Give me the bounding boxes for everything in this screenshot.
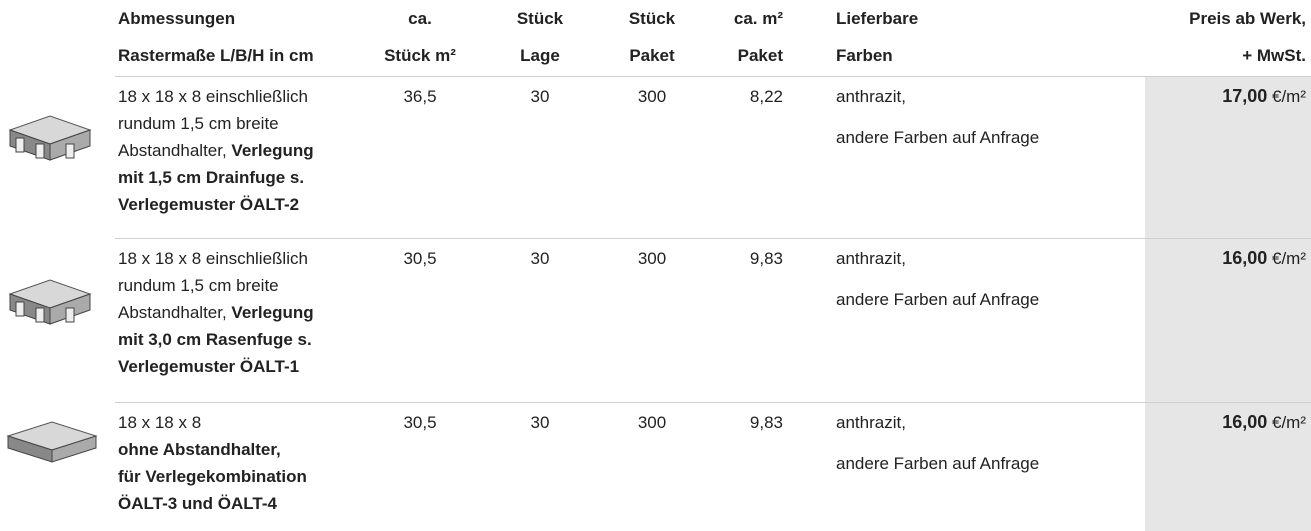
- pieces-per-package: 300: [637, 87, 667, 106]
- price-amount: 16,00: [1222, 248, 1268, 268]
- description-line: ohne Abstandhalter,: [118, 436, 307, 463]
- pieces-per-layer: 30: [530, 249, 550, 268]
- description-line: 18 x 18 x 8 einschließlich: [118, 83, 314, 110]
- description-text: Verlegung: [231, 141, 314, 160]
- colors: anthrazit, andere Farben auf Anfrage: [836, 76, 1039, 158]
- column-header: Stück Paket: [552, 0, 752, 74]
- pieces-per-m2: 36,5: [403, 87, 437, 106]
- header-line: ca.: [408, 9, 432, 28]
- header-line: Farben: [836, 46, 893, 65]
- price-column-bg: [1145, 77, 1311, 531]
- header-line: Preis ab Werk,: [1189, 9, 1306, 28]
- column-header: Stück Lage: [440, 0, 640, 74]
- column-header: ca. m² Paket: [583, 0, 783, 74]
- price: 16,00 €/m²: [1146, 409, 1306, 436]
- description-line: ÖALT-3 und ÖALT-4: [118, 490, 307, 517]
- description: 18 x 18 x 8 ohne Abstandhalter, für Verleg…: [118, 409, 307, 517]
- pieces-per-layer: 30: [530, 413, 550, 432]
- description-line: rundum 1,5 cm breite: [118, 272, 314, 299]
- description-line: 18 x 18 x 8 einschließlich: [118, 245, 314, 272]
- colors: anthrazit, andere Farben auf Anfrage: [836, 402, 1039, 484]
- color-line: anthrazit,: [836, 249, 906, 268]
- description-text: Abstandhalter,: [118, 303, 232, 322]
- paver-icon: [6, 421, 98, 463]
- price-unit: €/m²: [1272, 87, 1306, 106]
- header-line: Lage: [520, 46, 560, 65]
- pieces-per-m2: 30,5: [403, 413, 437, 432]
- row-separator: [115, 76, 1311, 77]
- description-text: Verlegemuster ÖALT-1: [118, 357, 300, 376]
- column-header: Lieferbare Farben: [836, 0, 918, 74]
- header-line: + MwSt.: [1242, 46, 1306, 65]
- description-line: mit 3,0 cm Rasenfuge s.: [118, 326, 314, 353]
- description-line: mit 1,5 cm Drainfuge s.: [118, 164, 314, 191]
- m2-per-package: 9,83: [749, 413, 783, 432]
- description-text: 18 x 18 x 8 einschließlich: [118, 87, 308, 106]
- paver-icon: [8, 115, 92, 161]
- header-line: Rastermaße L/B/H in cm: [118, 46, 314, 65]
- header-line: Paket: [629, 46, 675, 65]
- description: 18 x 18 x 8 einschließlich rundum 1,5 cm …: [118, 245, 314, 380]
- description-line: Abstandhalter, Verlegung: [118, 137, 314, 164]
- description-text: ÖALT-3 und ÖALT-4: [118, 494, 277, 513]
- header-line: Stück: [628, 9, 676, 28]
- color-line: anthrazit,: [836, 413, 906, 432]
- price: 17,00 €/m²: [1146, 83, 1306, 110]
- description-text: 18 x 18 x 8: [118, 413, 202, 432]
- description-text: ohne Abstandhalter,: [118, 440, 281, 459]
- m2-per-package: 8,22: [749, 87, 783, 106]
- description-line: rundum 1,5 cm breite: [118, 110, 314, 137]
- header-line: Stück: [516, 9, 564, 28]
- description-text: rundum 1,5 cm breite: [118, 114, 279, 133]
- description-line: Verlegemuster ÖALT-1: [118, 353, 314, 380]
- paver-icon: [8, 279, 92, 325]
- pieces-per-package: 300: [637, 249, 667, 268]
- description-text: Verlegung: [231, 303, 314, 322]
- price-unit: €/m²: [1272, 413, 1306, 432]
- price-unit: €/m²: [1272, 249, 1306, 268]
- description-line: Abstandhalter, Verlegung: [118, 299, 314, 326]
- color-line: andere Farben auf Anfrage: [836, 290, 1040, 309]
- header-line: Abmessungen: [118, 9, 236, 28]
- colors: anthrazit, andere Farben auf Anfrage: [836, 238, 1039, 320]
- header-line: Paket: [737, 46, 783, 65]
- description-text: rundum 1,5 cm breite: [118, 276, 279, 295]
- price: 16,00 €/m²: [1146, 245, 1306, 272]
- column-header: Abmessungen Rastermaße L/B/H in cm: [118, 0, 314, 74]
- m2-per-package: 9,83: [749, 249, 783, 268]
- column-header: Preis ab Werk, + MwSt.: [1106, 0, 1306, 74]
- header-line: ca. m²: [733, 9, 783, 28]
- price-amount: 17,00: [1222, 86, 1268, 106]
- header-line: Lieferbare: [836, 9, 919, 28]
- description-text: Verlegemuster ÖALT-2: [118, 195, 300, 214]
- description-line: 18 x 18 x 8: [118, 409, 307, 436]
- description-text: Abstandhalter,: [118, 141, 232, 160]
- row-separator: [115, 238, 1311, 239]
- pieces-per-package: 300: [637, 413, 667, 432]
- description-text: für Verlegekombination: [118, 467, 307, 486]
- description-line: Verlegemuster ÖALT-2: [118, 191, 314, 218]
- color-line: andere Farben auf Anfrage: [836, 454, 1040, 473]
- header-line: Stück m²: [384, 46, 456, 65]
- description-text: mit 1,5 cm Drainfuge s.: [118, 168, 305, 187]
- column-header: ca. Stück m²: [320, 0, 520, 74]
- color-line: andere Farben auf Anfrage: [836, 128, 1040, 147]
- description-text: 18 x 18 x 8 einschließlich: [118, 249, 308, 268]
- price-amount: 16,00: [1222, 412, 1268, 432]
- color-line: anthrazit,: [836, 87, 906, 106]
- row-separator: [115, 402, 1311, 403]
- description: 18 x 18 x 8 einschließlich rundum 1,5 cm …: [118, 83, 314, 218]
- pieces-per-m2: 30,5: [403, 249, 437, 268]
- description-text: mit 3,0 cm Rasenfuge s.: [118, 330, 312, 349]
- description-line: für Verlegekombination: [118, 463, 307, 490]
- pieces-per-layer: 30: [530, 87, 550, 106]
